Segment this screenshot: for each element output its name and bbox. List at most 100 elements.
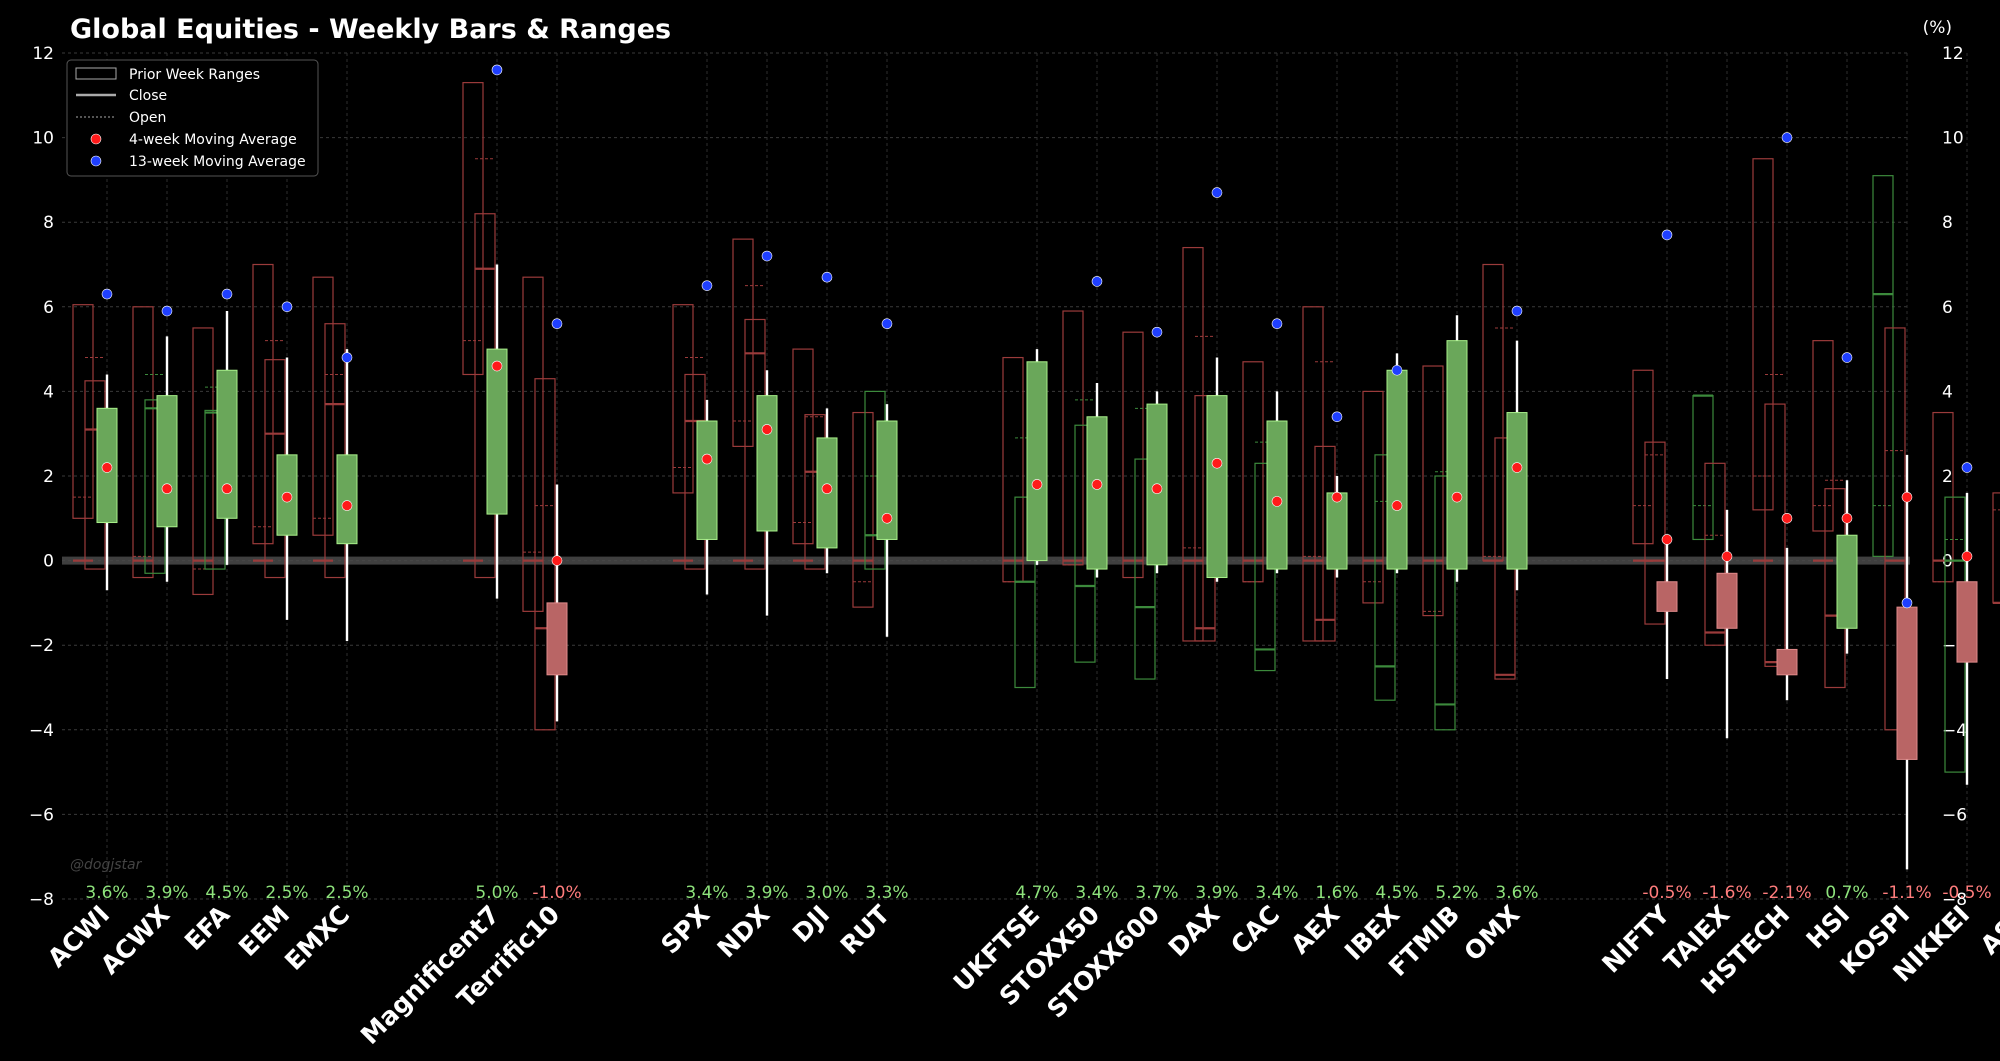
ma13-point xyxy=(341,352,353,363)
legend-swatch-ma4 xyxy=(90,133,102,145)
candle-body-up xyxy=(1026,361,1048,562)
prior-range-box xyxy=(1872,175,1894,557)
prior-range-box xyxy=(252,263,274,545)
pct-change-label: -1.6% xyxy=(1702,883,1751,903)
pct-change-label: 3.4% xyxy=(1255,883,1298,903)
y-tick-left: 0 xyxy=(43,552,54,572)
candle-body-up xyxy=(1446,340,1468,570)
labels-layer: 3.6%ACWI3.9%ACWX4.5%EFA2.5%EEM2.5%EMXC5.… xyxy=(42,883,2000,1050)
ma4-point xyxy=(281,491,293,503)
ma4-point xyxy=(1661,534,1673,545)
prior-range-box xyxy=(1434,475,1456,731)
ma13-point xyxy=(1091,276,1103,287)
ma13-point xyxy=(1391,364,1403,376)
prior-range-box xyxy=(1812,340,1834,532)
prior-range-box xyxy=(1752,158,1774,511)
pct-change-label: 3.9% xyxy=(1195,883,1238,903)
legend-label-ma4: 4-week Moving Average xyxy=(129,132,297,148)
ma13-point xyxy=(761,250,773,262)
y-tick-right: 12 xyxy=(1942,44,1964,64)
ma13-point xyxy=(1511,305,1523,317)
legend-label-close: Close xyxy=(129,88,167,104)
candle-body-up xyxy=(1836,534,1858,629)
pct-change-label: -1.0% xyxy=(532,883,581,903)
category-label: EFA xyxy=(179,899,236,956)
ma4-point xyxy=(881,512,893,524)
pct-change-label: 3.4% xyxy=(1075,883,1118,903)
category-label: NDX xyxy=(712,900,776,964)
prior-range-box xyxy=(1632,369,1654,545)
candle-body-up xyxy=(1266,420,1288,570)
ma4-point xyxy=(1031,479,1043,490)
prior-range-box xyxy=(1884,327,1906,731)
legend-frame xyxy=(66,59,319,177)
candle-body-up xyxy=(1086,416,1108,570)
y-tick-left: 4 xyxy=(43,382,54,402)
prior-range-box xyxy=(522,276,544,612)
legend-label-open: Open xyxy=(129,110,166,126)
y-tick-left: 8 xyxy=(43,213,54,233)
ma13-point xyxy=(1151,326,1163,338)
prior-range-box xyxy=(1644,441,1666,625)
pct-change-label: -0.5% xyxy=(1642,883,1691,903)
ma4-point xyxy=(341,500,353,511)
candle-body-up xyxy=(696,420,718,540)
category-label: RUT xyxy=(835,900,896,961)
candle-body-down xyxy=(1896,606,1918,760)
y-tick-right: −4 xyxy=(1942,721,1967,741)
ma4-point xyxy=(491,360,503,372)
y-tick-right: 2 xyxy=(1942,467,1953,487)
pct-change-label: 3.4% xyxy=(685,883,728,903)
prior-range-box xyxy=(1134,458,1156,680)
ma13-point xyxy=(221,288,233,300)
pct-change-label: 5.0% xyxy=(475,883,518,903)
prior-range-box xyxy=(1374,454,1396,701)
ma13-point xyxy=(1901,597,1913,609)
ma4-point xyxy=(761,424,773,435)
prior-range-box xyxy=(1992,492,2000,604)
ma4-point xyxy=(1841,512,1853,524)
pct-change-label: 0.7% xyxy=(1825,883,1868,903)
candle-body-up xyxy=(1326,492,1348,570)
y-tick-left: 12 xyxy=(32,44,54,64)
ma4-point xyxy=(1511,462,1523,473)
candle-body-down xyxy=(1656,581,1678,612)
category-label: ASX xyxy=(1975,900,2000,961)
pct-change-label: 4.5% xyxy=(1375,883,1418,903)
prior-range-box xyxy=(1182,246,1204,642)
pct-change-label: 3.0% xyxy=(805,883,848,903)
prior-range-box xyxy=(1362,390,1384,604)
legend-swatch-ma13 xyxy=(90,155,102,167)
pct-change-label: -2.1% xyxy=(1762,883,1811,903)
prior-range-box xyxy=(1302,306,1324,642)
prior-range-box xyxy=(1422,365,1444,617)
prior-range-box xyxy=(72,304,94,519)
prior-range-box xyxy=(852,411,874,608)
candle-body-up xyxy=(156,395,178,528)
candle-body-up xyxy=(1206,395,1228,579)
legend: Prior Week Ranges Close Open 4-week Movi… xyxy=(66,59,319,177)
prior-range-box xyxy=(1122,331,1144,579)
chart-title: Global Equities - Weekly Bars & Ranges xyxy=(70,14,671,45)
ma13-point xyxy=(491,64,503,76)
y-tick-right: 10 xyxy=(1942,129,1964,149)
y-tick-left: 2 xyxy=(43,467,54,487)
ma4-point xyxy=(1451,491,1463,503)
prior-ranges-layer xyxy=(72,82,2000,773)
ma4-point xyxy=(1151,483,1163,494)
ma13-point xyxy=(551,318,563,330)
ma4-point xyxy=(701,453,713,465)
candle-body-down xyxy=(546,602,568,676)
pct-change-label: -0.5% xyxy=(1942,883,1991,903)
legend-label-ranges: Prior Week Ranges xyxy=(129,67,260,83)
ma4-point xyxy=(221,483,233,494)
prior-range-box xyxy=(732,238,754,447)
pct-change-label: 2.5% xyxy=(265,883,308,903)
ma13-point xyxy=(1961,462,1973,473)
candle-body-up xyxy=(1386,369,1408,570)
category-label: OMX xyxy=(1458,900,1525,967)
ma4-point xyxy=(1211,458,1223,469)
pct-change-label: 1.6% xyxy=(1315,883,1358,903)
y-tick-left: 6 xyxy=(43,298,54,318)
ma4-point xyxy=(1391,500,1403,511)
